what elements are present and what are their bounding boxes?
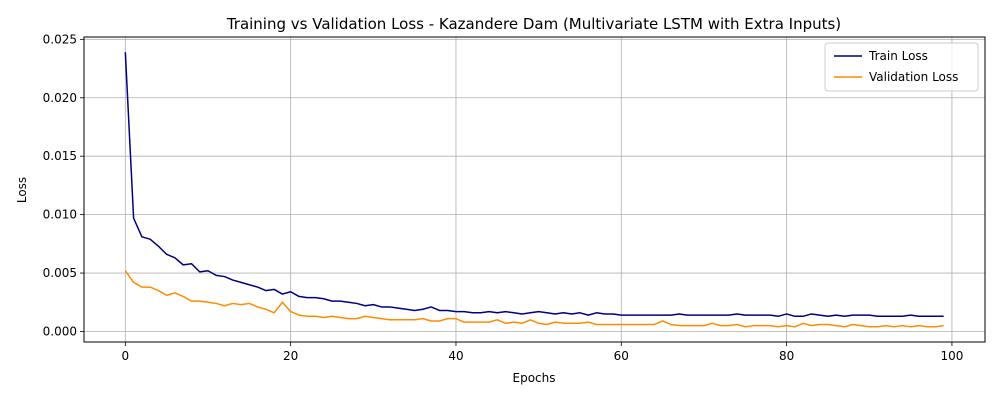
y-tick-label: 0.000 bbox=[43, 324, 77, 338]
y-axis-label: Loss bbox=[15, 177, 29, 203]
legend: Train Loss Validation Loss bbox=[824, 42, 979, 92]
x-tick-label: 20 bbox=[283, 349, 298, 363]
x-tick-label: 0 bbox=[122, 349, 130, 363]
y-tick-label: 0.015 bbox=[43, 149, 77, 163]
x-tick-label: 40 bbox=[448, 349, 463, 363]
series-line-train-loss bbox=[124, 52, 944, 318]
series-layer bbox=[124, 52, 944, 328]
legend-label-validation-loss: Validation Loss bbox=[869, 70, 958, 84]
y-tick-label: 0.025 bbox=[43, 32, 77, 46]
legend-box bbox=[824, 42, 979, 92]
legend-label-train-loss: Train Loss bbox=[868, 49, 928, 63]
x-tick-label: 60 bbox=[614, 349, 629, 363]
series-line-validation-loss bbox=[124, 270, 944, 328]
y-tick-label: 0.005 bbox=[43, 266, 77, 280]
y-tick-label: 0.010 bbox=[43, 208, 77, 222]
chart-title: Training vs Validation Loss - Kazandere … bbox=[226, 15, 841, 33]
x-tick-label: 80 bbox=[779, 349, 794, 363]
plot-frame bbox=[83, 36, 986, 343]
x-axis-label: Epochs bbox=[513, 371, 556, 385]
y-tick-label: 0.020 bbox=[43, 91, 77, 105]
tick-layer: 0 20 40 60 80 100 0.000 0.005 0.010 0.015 0.020 0.0… bbox=[43, 32, 964, 363]
x-tick-label: 100 bbox=[940, 349, 963, 363]
